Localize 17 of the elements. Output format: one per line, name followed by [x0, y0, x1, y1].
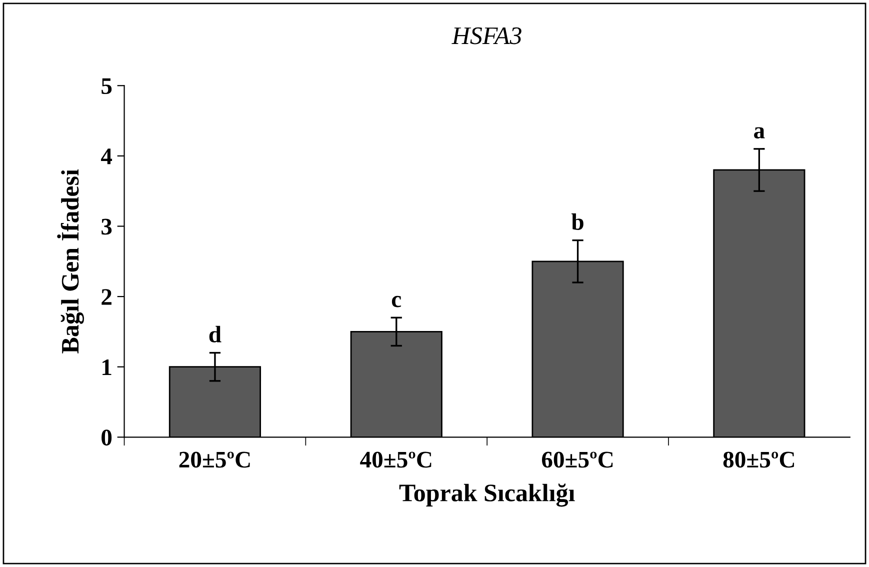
x-tick-label: 80±5ºC — [723, 452, 794, 468]
annotation: c — [392, 296, 402, 308]
x-tick-label: 60±5ºC — [542, 452, 613, 468]
x-axis-title: Toprak Sıcaklığı — [399, 484, 575, 507]
y-tick-label: 4 — [100, 148, 112, 164]
x-tick-label: 40±5ºC — [360, 452, 432, 468]
y-tick-label: 5 — [102, 78, 112, 94]
y-tick-label: 2 — [102, 289, 112, 305]
annotation: b — [572, 213, 584, 230]
chart-title: HSFA3 — [452, 27, 522, 44]
y-tick-label: 3 — [102, 218, 112, 235]
y-tick-label: 0 — [102, 430, 112, 446]
y-tick-label: 1 — [102, 359, 112, 376]
annotation: a — [754, 127, 765, 139]
x-tick-label: 20±5ºC — [179, 452, 250, 468]
annotation: d — [209, 326, 222, 342]
y-axis-title: Bağıl Gen İfadesi — [57, 169, 84, 354]
